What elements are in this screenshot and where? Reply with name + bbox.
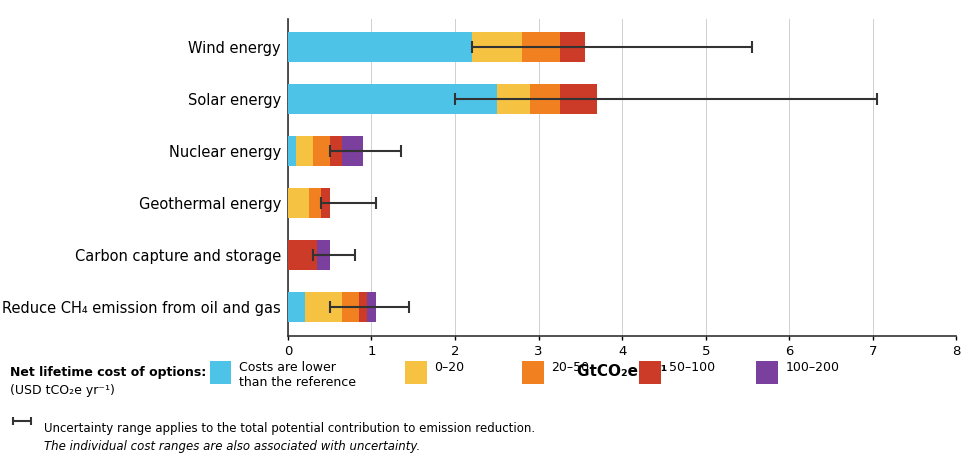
Text: 0–20: 0–20 bbox=[434, 361, 465, 374]
Bar bbox=[522, 32, 559, 62]
Text: 50–100: 50–100 bbox=[669, 361, 714, 374]
Text: Costs are lower
than the reference: Costs are lower than the reference bbox=[239, 361, 356, 389]
Bar bbox=[313, 136, 330, 166]
Text: The individual cost ranges are also associated with uncertainty.: The individual cost ranges are also asso… bbox=[44, 440, 421, 453]
Bar bbox=[288, 136, 297, 166]
Bar bbox=[305, 292, 343, 322]
Text: 20–50: 20–50 bbox=[551, 361, 590, 374]
Bar bbox=[288, 84, 497, 114]
Bar bbox=[343, 292, 359, 322]
Bar bbox=[308, 188, 321, 218]
Text: Uncertainty range applies to the total potential contribution to emission reduct: Uncertainty range applies to the total p… bbox=[44, 422, 535, 435]
Bar bbox=[288, 240, 317, 270]
Bar bbox=[288, 292, 305, 322]
Bar bbox=[288, 32, 471, 62]
Bar bbox=[297, 136, 313, 166]
Bar bbox=[530, 84, 559, 114]
Text: 100–200: 100–200 bbox=[786, 361, 839, 374]
Bar bbox=[288, 188, 308, 218]
Bar bbox=[321, 188, 330, 218]
Bar bbox=[559, 32, 585, 62]
Bar bbox=[367, 292, 376, 322]
Bar bbox=[497, 84, 530, 114]
Bar bbox=[559, 84, 597, 114]
Bar bbox=[317, 240, 330, 270]
Bar bbox=[359, 292, 367, 322]
Bar bbox=[330, 136, 343, 166]
X-axis label: GtCO₂e yr¹: GtCO₂e yr¹ bbox=[577, 364, 668, 379]
Text: Net lifetime cost of options:: Net lifetime cost of options: bbox=[10, 366, 206, 379]
Text: (USD tCO₂e yr⁻¹): (USD tCO₂e yr⁻¹) bbox=[10, 384, 114, 397]
Bar bbox=[343, 136, 363, 166]
Bar bbox=[471, 32, 522, 62]
